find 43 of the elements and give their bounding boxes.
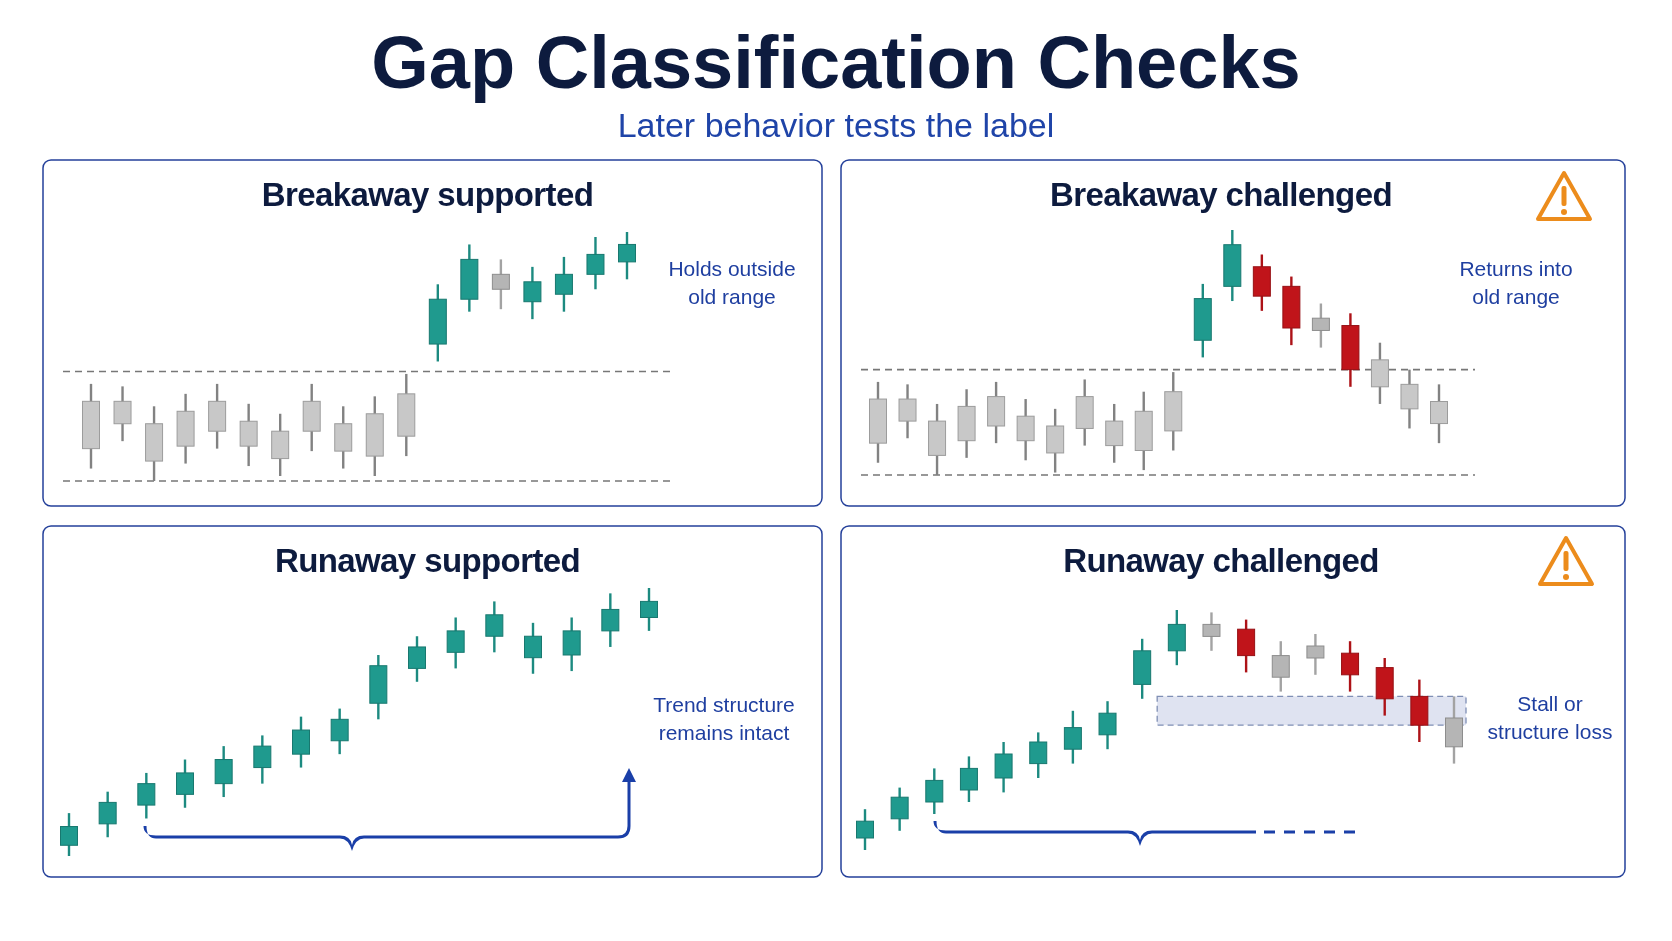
candlestick (586, 235, 605, 291)
candlestick (446, 616, 465, 670)
candlestick (1029, 731, 1048, 780)
chart-title: Breakaway challenged (1049, 176, 1393, 213)
candlestick (554, 255, 573, 313)
candlestick (1306, 632, 1325, 676)
chart-title: Breakaway supported (261, 176, 594, 213)
candlestick (523, 265, 542, 321)
candlestick (330, 707, 349, 756)
candlestick (1098, 700, 1117, 751)
candlestick (618, 230, 636, 281)
chart-title: Runaway challenged (1063, 542, 1379, 579)
candlestick (994, 740, 1013, 794)
candlestick (491, 258, 510, 311)
candlestick (1202, 611, 1221, 652)
candlestick (856, 808, 874, 852)
text: Later behavior tests the label (617, 106, 1055, 144)
candlestick (1430, 383, 1448, 445)
text: Gap Classification Checks (371, 21, 1301, 104)
candlestick (1311, 302, 1330, 349)
chart-title: Runaway supported (274, 542, 581, 579)
candlestick (1063, 709, 1082, 765)
candlestick (137, 771, 156, 820)
candlestick (1341, 640, 1360, 693)
candlestick (113, 385, 132, 443)
candlestick (898, 383, 917, 440)
candlestick (176, 758, 194, 809)
candlestick (485, 600, 504, 654)
candlestick (98, 790, 117, 839)
annotation: Holds outside old range (668, 257, 796, 308)
candlestick (1271, 640, 1290, 693)
annotation: Trend structure remains intact (653, 693, 795, 744)
annotation: Returns into old range (1459, 257, 1573, 308)
candlestick (524, 621, 542, 675)
candlestick (601, 592, 620, 649)
candlestick (925, 767, 944, 816)
candlestick (408, 635, 426, 683)
candlestick (890, 786, 909, 832)
candlestick (959, 755, 978, 804)
candlestick (60, 811, 78, 858)
candlestick (640, 586, 658, 633)
text: Stall or structure loss (1487, 692, 1613, 743)
candlestick (253, 734, 272, 785)
